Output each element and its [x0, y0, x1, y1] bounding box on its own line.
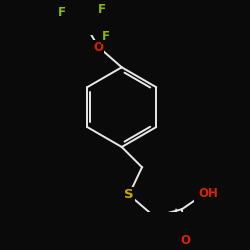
Text: OH: OH [198, 187, 218, 200]
Text: O: O [180, 234, 190, 247]
Text: S: S [124, 188, 134, 201]
Text: O: O [94, 40, 104, 54]
Text: F: F [98, 3, 106, 16]
Text: F: F [58, 6, 66, 20]
Text: F: F [102, 30, 110, 43]
